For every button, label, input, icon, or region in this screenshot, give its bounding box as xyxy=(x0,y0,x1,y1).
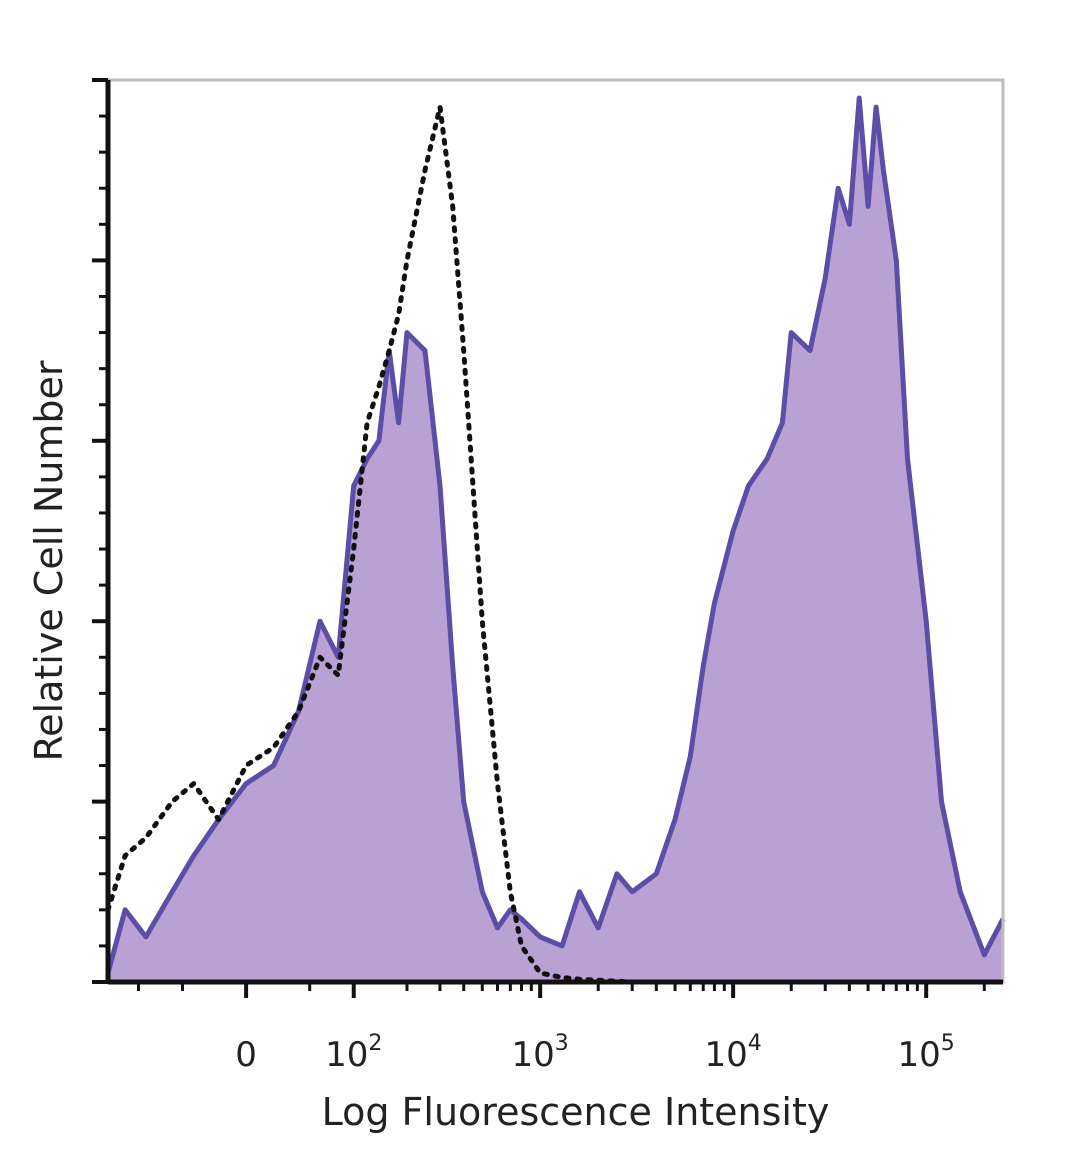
x-tick-label-exponent: 2 xyxy=(368,1031,382,1056)
x-tick-label-exponent: 4 xyxy=(748,1031,762,1056)
x-tick-label-base: 10 xyxy=(325,1035,368,1075)
x-tick-label-base: 10 xyxy=(898,1035,941,1075)
x-tick-label: 105 xyxy=(898,1031,955,1075)
y-axis-ticks xyxy=(92,78,108,984)
x-axis-label: Log Fluorescence Intensity xyxy=(322,1090,830,1134)
stained-histogram-line xyxy=(105,95,1006,974)
x-tick-label: 104 xyxy=(705,1031,762,1075)
x-tick-label-base: 10 xyxy=(512,1035,555,1075)
x-tick-label-base: 0 xyxy=(235,1035,257,1075)
y-axis-label: Relative Cell Number xyxy=(27,360,71,761)
control-histogram-line xyxy=(105,104,635,985)
x-axis-ticks: 0 102 103 104 105 xyxy=(136,982,986,1075)
x-tick-label-exponent: 3 xyxy=(555,1031,569,1056)
x-tick-label-exponent: 5 xyxy=(941,1031,955,1056)
stained-histogram-fill xyxy=(108,98,1003,982)
x-tick-label: 0 xyxy=(235,1035,257,1075)
x-tick-label-base: 10 xyxy=(705,1035,748,1075)
x-tick-label: 102 xyxy=(325,1031,382,1075)
series-layer xyxy=(105,95,1006,985)
x-tick-label: 103 xyxy=(512,1031,569,1075)
